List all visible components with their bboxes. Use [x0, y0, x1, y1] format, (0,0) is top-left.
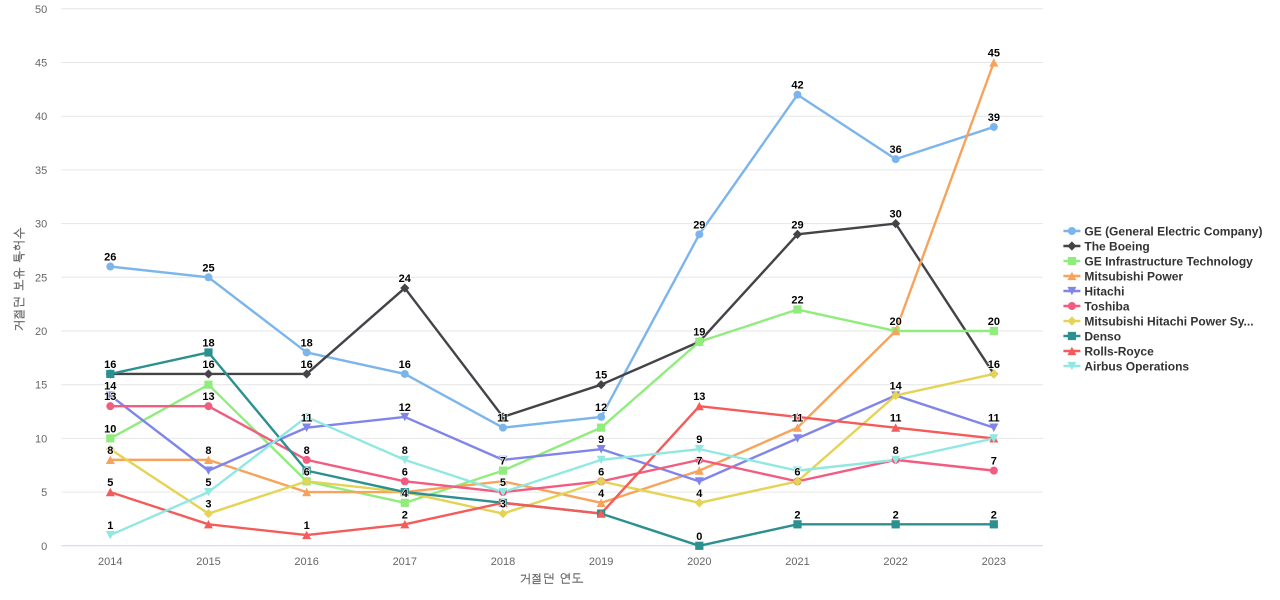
svg-text:2: 2 [402, 509, 408, 521]
svg-text:42: 42 [791, 80, 803, 92]
svg-text:5: 5 [107, 477, 113, 489]
svg-text:11: 11 [988, 413, 1000, 425]
svg-text:5: 5 [205, 477, 211, 489]
svg-text:39: 39 [988, 112, 1000, 124]
svg-text:4: 4 [402, 488, 409, 500]
svg-text:6: 6 [794, 466, 800, 478]
svg-text:6: 6 [598, 466, 604, 478]
svg-text:36: 36 [890, 144, 902, 156]
svg-text:45: 45 [35, 58, 47, 70]
svg-text:4: 4 [696, 488, 703, 500]
svg-text:2019: 2019 [589, 556, 613, 568]
svg-text:10: 10 [104, 423, 116, 435]
svg-text:1: 1 [107, 520, 113, 532]
svg-text:11: 11 [497, 413, 509, 425]
svg-text:25: 25 [35, 272, 47, 284]
svg-text:18: 18 [301, 337, 313, 349]
svg-text:29: 29 [693, 219, 705, 231]
svg-text:Toshiba: Toshiba [1084, 299, 1129, 313]
svg-text:12: 12 [399, 402, 411, 414]
svg-text:16: 16 [988, 359, 1000, 371]
svg-text:11: 11 [890, 413, 902, 425]
svg-text:1: 1 [304, 520, 310, 532]
svg-text:45: 45 [988, 48, 1000, 60]
svg-text:Hitachi: Hitachi [1084, 284, 1124, 298]
svg-text:2018: 2018 [491, 556, 515, 568]
svg-text:8: 8 [205, 445, 211, 457]
svg-text:14: 14 [104, 380, 117, 392]
svg-text:15: 15 [595, 370, 607, 382]
svg-text:9: 9 [598, 434, 604, 446]
svg-text:The Boeing: The Boeing [1084, 239, 1149, 253]
svg-text:7: 7 [991, 456, 997, 468]
svg-text:5: 5 [41, 487, 47, 499]
svg-text:13: 13 [693, 391, 705, 403]
svg-text:29: 29 [791, 219, 803, 231]
svg-text:3: 3 [500, 499, 506, 511]
svg-text:40: 40 [35, 111, 47, 123]
svg-text:22: 22 [791, 295, 803, 307]
svg-text:2016: 2016 [294, 556, 318, 568]
svg-text:4: 4 [598, 488, 605, 500]
svg-text:20: 20 [988, 316, 1000, 328]
svg-text:6: 6 [304, 466, 310, 478]
svg-text:30: 30 [35, 219, 47, 231]
svg-text:3: 3 [205, 499, 211, 511]
svg-text:19: 19 [693, 327, 705, 339]
svg-text:Denso: Denso [1084, 329, 1121, 343]
svg-text:16: 16 [104, 359, 116, 371]
svg-text:50: 50 [35, 4, 47, 16]
svg-text:Airbus Operations: Airbus Operations [1084, 359, 1189, 373]
svg-text:0: 0 [41, 541, 47, 553]
svg-text:2: 2 [794, 509, 800, 521]
svg-text:2014: 2014 [98, 556, 122, 568]
svg-text:2: 2 [991, 509, 997, 521]
svg-text:7: 7 [696, 456, 702, 468]
svg-text:Mitsubishi Power: Mitsubishi Power [1084, 269, 1183, 283]
svg-text:11: 11 [301, 413, 313, 425]
svg-text:2017: 2017 [393, 556, 417, 568]
svg-text:9: 9 [696, 434, 702, 446]
svg-text:8: 8 [107, 445, 113, 457]
svg-text:2023: 2023 [982, 556, 1006, 568]
svg-text:2021: 2021 [785, 556, 809, 568]
svg-text:0: 0 [696, 531, 702, 543]
svg-text:2: 2 [893, 509, 899, 521]
svg-text:26: 26 [104, 252, 116, 264]
svg-text:12: 12 [595, 402, 607, 414]
svg-text:15: 15 [35, 380, 47, 392]
svg-text:Rolls-Royce: Rolls-Royce [1084, 344, 1154, 358]
svg-text:2015: 2015 [196, 556, 220, 568]
svg-text:8: 8 [304, 445, 310, 457]
svg-text:35: 35 [35, 165, 47, 177]
svg-text:13: 13 [202, 391, 214, 403]
svg-text:2020: 2020 [687, 556, 711, 568]
svg-text:16: 16 [301, 359, 313, 371]
svg-text:20: 20 [35, 326, 47, 338]
svg-text:7: 7 [500, 456, 506, 468]
svg-text:14: 14 [890, 380, 903, 392]
svg-text:20: 20 [890, 316, 902, 328]
svg-text:Mitsubishi Hitachi Power Sy...: Mitsubishi Hitachi Power Sy... [1084, 314, 1253, 328]
svg-text:8: 8 [893, 445, 899, 457]
svg-text:25: 25 [202, 262, 214, 274]
svg-text:GE (General Electric Company): GE (General Electric Company) [1084, 224, 1262, 238]
svg-text:13: 13 [104, 391, 116, 403]
svg-text:18: 18 [202, 337, 214, 349]
svg-text:24: 24 [399, 273, 412, 285]
svg-text:30: 30 [890, 209, 902, 221]
svg-text:5: 5 [500, 477, 506, 489]
svg-text:8: 8 [402, 445, 408, 457]
svg-text:16: 16 [399, 359, 411, 371]
svg-text:11: 11 [792, 413, 804, 425]
svg-text:10: 10 [35, 433, 47, 445]
svg-text:16: 16 [202, 359, 214, 371]
svg-text:GE Infrastructure Technology: GE Infrastructure Technology [1084, 254, 1253, 268]
svg-text:2022: 2022 [883, 556, 907, 568]
svg-text:6: 6 [402, 466, 408, 478]
